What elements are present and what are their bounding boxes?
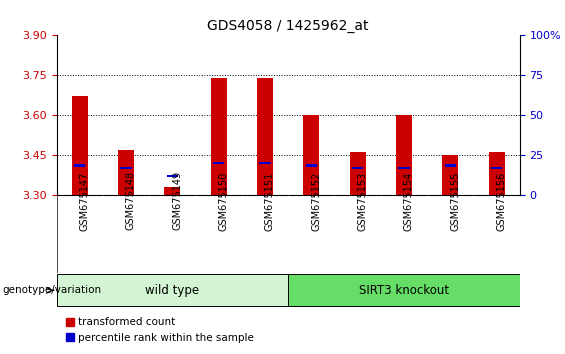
Title: GDS4058 / 1425962_at: GDS4058 / 1425962_at <box>207 19 369 33</box>
Bar <box>288 274 520 306</box>
Bar <box>72 96 88 195</box>
Bar <box>303 115 319 195</box>
Bar <box>167 175 178 177</box>
Text: GSM675149: GSM675149 <box>172 171 182 230</box>
Bar <box>442 155 458 195</box>
Bar <box>306 164 317 167</box>
Bar <box>489 152 505 195</box>
Text: genotype/variation: genotype/variation <box>3 285 102 295</box>
Text: GSM675148: GSM675148 <box>126 171 136 230</box>
Text: GSM675153: GSM675153 <box>358 171 368 230</box>
Bar <box>213 161 224 164</box>
Bar <box>120 167 132 170</box>
Bar <box>491 167 502 170</box>
Text: GSM675147: GSM675147 <box>80 171 90 230</box>
Bar <box>445 164 456 167</box>
Text: SIRT3 knockout: SIRT3 knockout <box>359 284 449 297</box>
Bar <box>164 187 180 195</box>
Bar <box>350 152 366 195</box>
Bar <box>352 167 363 170</box>
Text: GSM675154: GSM675154 <box>404 171 414 230</box>
Text: GSM675150: GSM675150 <box>219 171 229 230</box>
Bar <box>259 161 271 164</box>
Text: GSM675156: GSM675156 <box>497 171 507 230</box>
Bar <box>74 164 85 167</box>
Bar <box>257 78 273 195</box>
Text: GSM675155: GSM675155 <box>450 171 460 230</box>
Bar <box>56 274 288 306</box>
Text: GSM675151: GSM675151 <box>265 171 275 230</box>
Legend: transformed count, percentile rank within the sample: transformed count, percentile rank withi… <box>62 313 258 347</box>
Bar <box>396 115 412 195</box>
Bar <box>398 167 410 170</box>
Text: GSM675152: GSM675152 <box>311 171 321 230</box>
Bar <box>118 149 134 195</box>
Bar <box>211 78 227 195</box>
Text: wild type: wild type <box>145 284 199 297</box>
